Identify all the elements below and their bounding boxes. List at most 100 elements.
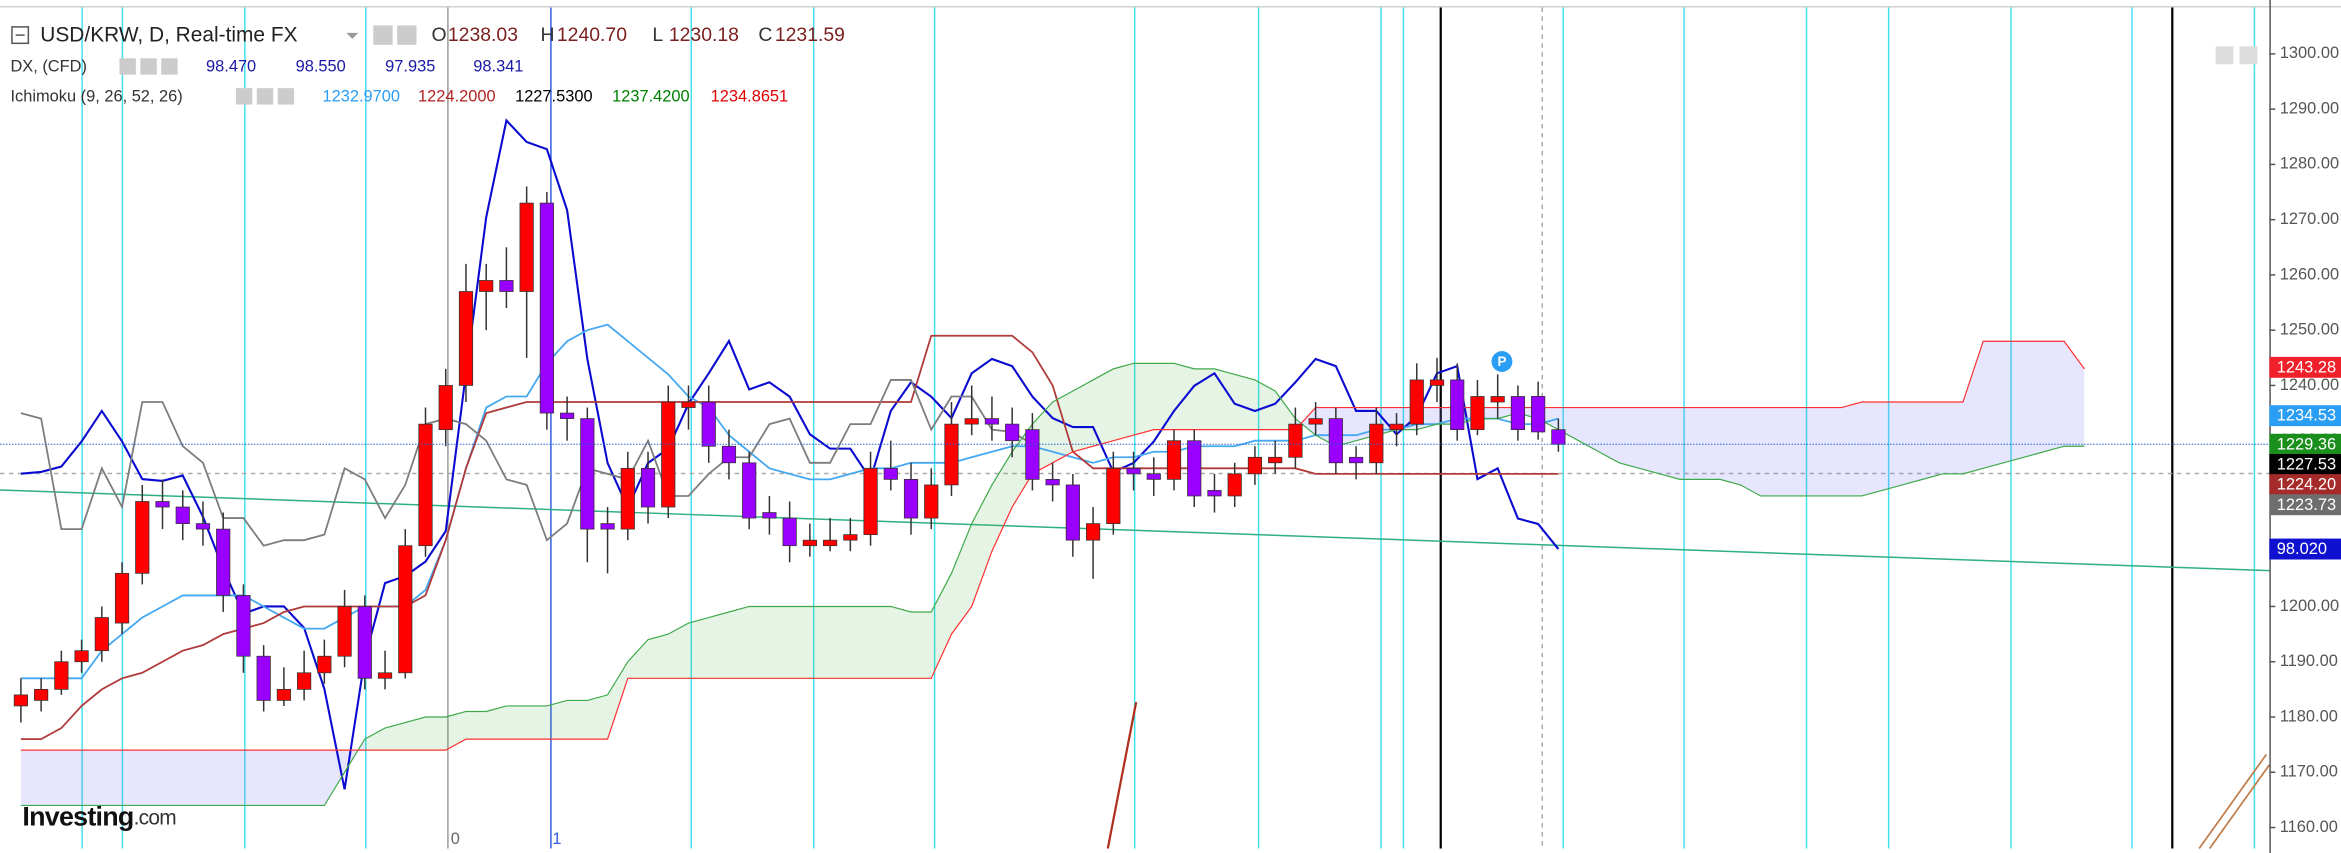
y-tick-label: 1290.00 <box>2280 99 2339 117</box>
price-label-box <box>2269 405 2341 427</box>
cloud <box>61 750 82 806</box>
candle-body <box>924 484 939 519</box>
cloud <box>1113 363 1134 441</box>
y-tick-label: 1300.00 <box>2280 44 2339 62</box>
price-label-box <box>2269 356 2341 378</box>
price-label: 1224.20 <box>2277 476 2336 494</box>
cloud <box>304 750 325 806</box>
candle-body <box>1328 418 1343 464</box>
settings-button[interactable] <box>397 25 417 45</box>
dropdown-arrow[interactable] <box>346 32 359 39</box>
candle-body <box>13 694 28 707</box>
candle-body <box>1187 440 1202 497</box>
indicator-value: 1224.2000 <box>418 87 496 105</box>
candle-body <box>175 506 190 524</box>
cloud <box>1214 368 1235 430</box>
y-tick-label: 1200.00 <box>2280 597 2339 615</box>
cloud <box>1983 341 2004 469</box>
price-label: 1223.73 <box>2277 496 2336 514</box>
cloud <box>1254 379 1276 430</box>
cloud <box>20 750 42 806</box>
cloud <box>951 523 972 635</box>
candle-body <box>114 572 130 624</box>
toolbar-button[interactable] <box>2239 46 2258 65</box>
candle-body <box>276 688 291 701</box>
indicator-button[interactable] <box>235 88 253 105</box>
candle-body <box>337 606 352 657</box>
price-label: 1234.53 <box>2277 407 2336 425</box>
plot <box>0 118 2270 807</box>
price-label-box <box>2269 474 2341 496</box>
y-tick-label: 1250.00 <box>2280 321 2339 339</box>
indicator-button[interactable] <box>140 58 157 75</box>
candle-body <box>155 501 170 508</box>
y-tick-label: 1260.00 <box>2280 265 2339 283</box>
cloud <box>101 750 123 806</box>
collapse-button[interactable] <box>11 26 30 45</box>
x-label: 0 <box>451 830 460 848</box>
cloud <box>445 711 466 751</box>
cloud <box>182 750 203 806</box>
indicator-button[interactable] <box>277 88 295 105</box>
candle-body <box>1045 479 1060 486</box>
indicator-button[interactable] <box>161 58 178 75</box>
cloud <box>1922 402 1943 480</box>
ohlc-value: 1240.70 <box>557 24 627 46</box>
cloud <box>1861 402 1883 496</box>
candle-body <box>984 418 1000 425</box>
candle-body <box>1389 423 1404 431</box>
cloud <box>830 606 851 679</box>
candle-body <box>1288 423 1303 458</box>
cloud <box>405 717 426 751</box>
toolbar-button[interactable] <box>2215 46 2234 65</box>
price-label: 1243.28 <box>2277 358 2336 376</box>
price-label-box <box>2269 494 2341 516</box>
cloud <box>263 750 284 806</box>
cloud <box>1659 407 1680 480</box>
cloud <box>506 705 527 740</box>
candle-body <box>863 467 878 536</box>
cloud <box>1639 407 1660 474</box>
ohlc-key: O <box>431 24 446 46</box>
candle-body <box>843 534 858 541</box>
candle-body <box>1227 473 1242 497</box>
cloud <box>769 606 790 679</box>
indicator-button[interactable] <box>119 58 136 75</box>
settings-button[interactable] <box>373 25 393 45</box>
cloud <box>1598 407 1620 463</box>
cloud <box>2064 341 2085 447</box>
candle-body <box>964 418 979 425</box>
candle-body <box>823 539 838 547</box>
candle-body <box>1510 396 1526 431</box>
candle-body <box>74 650 89 663</box>
indicator-value: 1227.5300 <box>515 87 593 105</box>
cloud <box>1942 402 1963 474</box>
candle-body <box>418 423 433 547</box>
cloud <box>1760 407 1781 496</box>
legend: USD/KRW, D, Real-time FX O 1238.03 H 1240.7… <box>10 23 845 105</box>
cloud <box>627 639 649 679</box>
candle-body <box>1450 379 1465 431</box>
cloud <box>486 705 507 740</box>
candle-body <box>721 445 737 464</box>
price-label-box <box>2269 433 2341 455</box>
cloud <box>1052 390 1073 463</box>
indicator-button[interactable] <box>256 88 274 105</box>
series-line <box>20 118 1560 790</box>
cloud <box>1720 407 1741 485</box>
candle-body <box>1207 490 1222 497</box>
cloud <box>567 700 588 740</box>
candle-body <box>620 467 635 530</box>
candle-body <box>539 202 554 414</box>
ohlc-key: L <box>652 24 663 46</box>
cloud <box>1882 402 1903 491</box>
y-tick-label: 1270.00 <box>2280 210 2339 228</box>
chart-title: USD/KRW, D, Real-time FX <box>40 23 297 46</box>
cloud <box>1072 379 1094 452</box>
candle-body <box>1146 473 1161 480</box>
cloud <box>931 573 952 679</box>
cloud <box>1295 407 1316 436</box>
candle-body <box>661 401 676 508</box>
